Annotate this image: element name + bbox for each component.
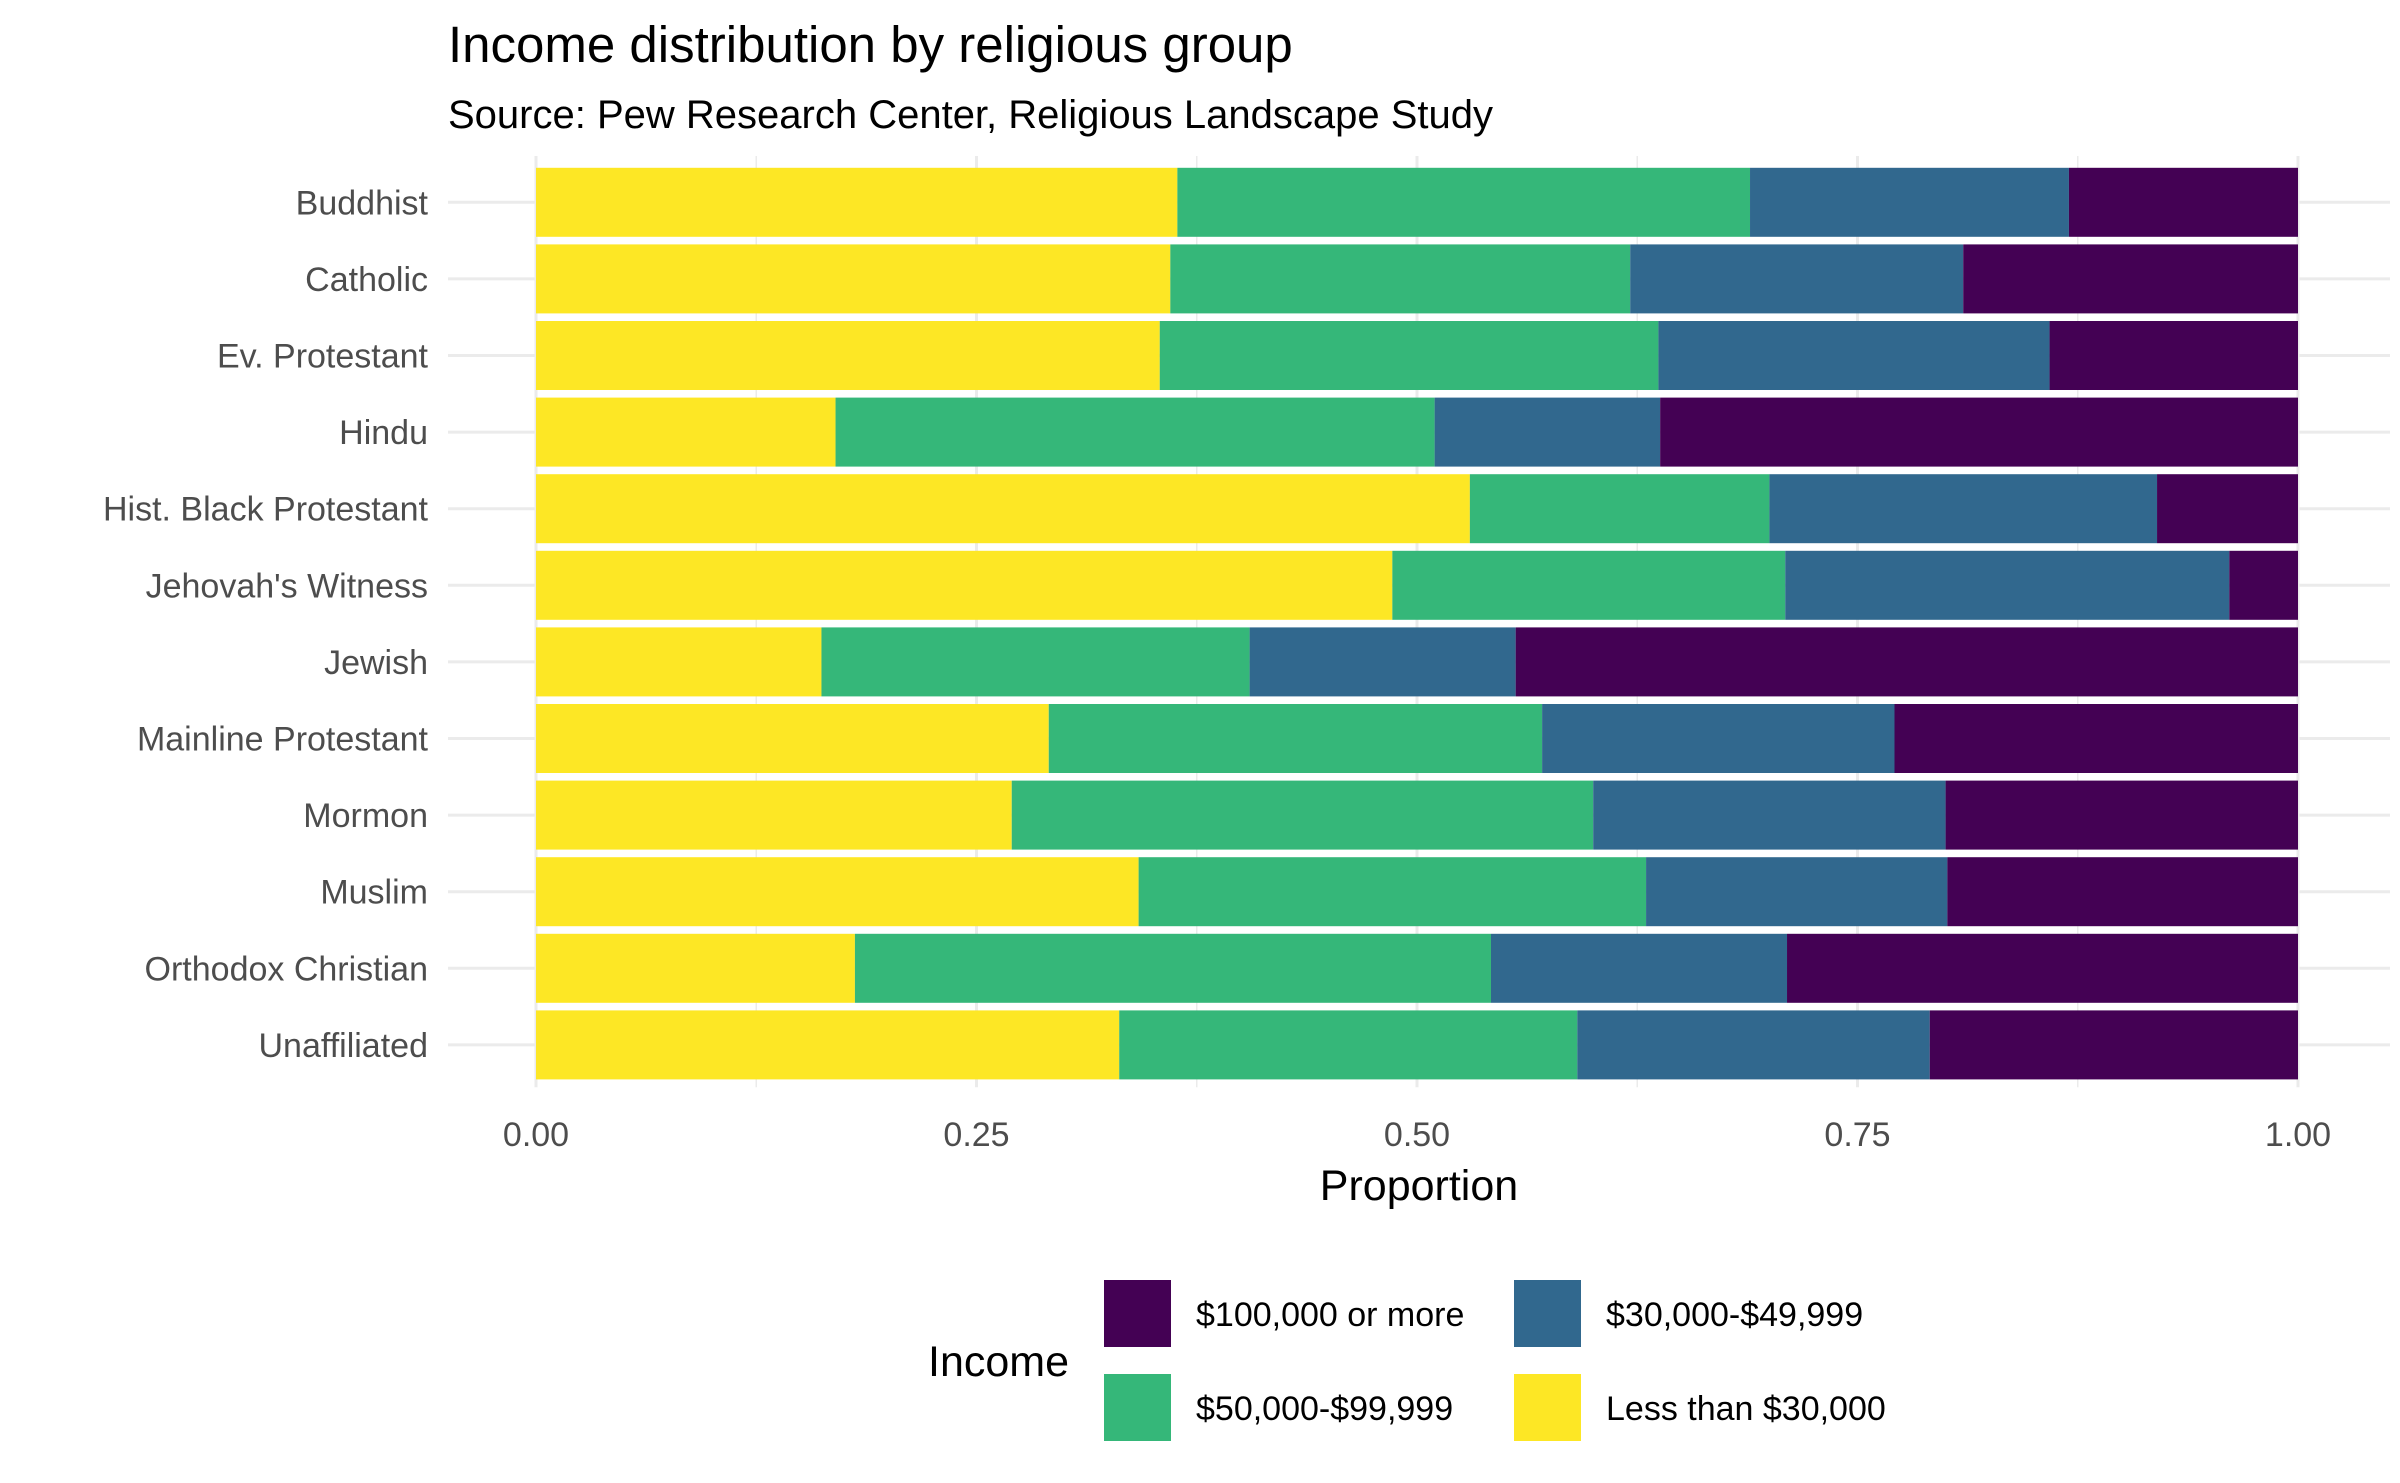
bar-hist-black-protestant-30-000-49-999: [1769, 474, 2158, 544]
legend-item-50-000-99-999: $50,000-$99,999: [1104, 1374, 1453, 1441]
bar-hindu-less-than-30-000: [536, 397, 836, 467]
bar-muslim-50-000-99-999: [1138, 857, 1647, 927]
bar-mormon-less-than-30-000: [536, 780, 1012, 850]
bar-jewish-50-000-99-999: [821, 627, 1250, 697]
y-tick-label: Orthodox Christian: [145, 950, 428, 988]
bar-jehovah-s-witness-30-000-49-999: [1785, 550, 2230, 620]
bar-mainline-protestant-50-000-99-999: [1048, 704, 1543, 773]
x-tick-label: 0.50: [1384, 1116, 1450, 1154]
bar-unaffiliated-50-000-99-999: [1119, 1010, 1578, 1080]
bar-jehovah-s-witness-100-000-or-more: [2229, 550, 2298, 620]
bar-catholic-less-than-30-000: [536, 244, 1171, 314]
y-tick-label: Hindu: [339, 414, 428, 452]
x-tick-label: 0.75: [1824, 1116, 1890, 1154]
bar-orthodox-christian-30-000-49-999: [1491, 933, 1788, 1003]
bar-muslim-100-000-or-more: [1947, 857, 2298, 927]
legend: Income $100,000 or more $30,000-$49,999 $5…: [928, 1280, 1886, 1441]
bar-ev-protestant-100-000-or-more: [2049, 321, 2298, 390]
bar-orthodox-christian-less-than-30-000: [536, 933, 855, 1003]
chart-title: Income distribution by religious group: [448, 16, 1293, 73]
bar-ev-protestant-50-000-99-999: [1159, 321, 1659, 390]
bar-catholic-100-000-or-more: [1963, 244, 2298, 314]
bar-jehovah-s-witness-less-than-30-000: [536, 550, 1393, 620]
x-tick-label: 1.00: [2265, 1116, 2331, 1154]
bar-buddhist-less-than-30-000: [536, 167, 1178, 237]
bar-hindu-30-000-49-999: [1434, 397, 1661, 467]
bar-mainline-protestant-100-000-or-more: [1894, 704, 2298, 773]
legend-swatch: [1104, 1374, 1171, 1441]
bar-hist-black-protestant-100-000-or-more: [2157, 474, 2298, 544]
y-tick-label: Jewish: [324, 644, 428, 682]
legend-item-100-000-or-more: $100,000 or more: [1104, 1280, 1464, 1347]
bar-jehovah-s-witness-50-000-99-999: [1392, 550, 1786, 620]
y-tick-label: Mainline Protestant: [137, 721, 429, 759]
legend-label: Less than $30,000: [1606, 1390, 1886, 1428]
bar-catholic-50-000-99-999: [1170, 244, 1631, 314]
bar-jewish-less-than-30-000: [536, 627, 822, 697]
bar-hist-black-protestant-less-than-30-000: [536, 474, 1470, 544]
y-tick-label: Mormon: [303, 797, 428, 835]
legend-label: $30,000-$49,999: [1606, 1296, 1863, 1334]
legend-swatch: [1104, 1280, 1171, 1347]
bar-mainline-protestant-30-000-49-999: [1542, 704, 1895, 773]
y-tick-label: Ev. Protestant: [217, 338, 429, 376]
bar-jewish-30-000-49-999: [1249, 627, 1516, 697]
bar-buddhist-30-000-49-999: [1750, 167, 2069, 237]
bar-hindu-50-000-99-999: [835, 397, 1435, 467]
y-tick-label: Muslim: [320, 874, 428, 912]
bar-mainline-protestant-less-than-30-000: [536, 704, 1049, 773]
legend-title: Income: [928, 1338, 1069, 1386]
bar-orthodox-christian-50-000-99-999: [854, 933, 1492, 1003]
bar-muslim-less-than-30-000: [536, 857, 1139, 927]
bars: [536, 167, 2298, 1080]
bar-catholic-30-000-49-999: [1630, 244, 1964, 314]
legend-item-30-000-49-999: $30,000-$49,999: [1514, 1280, 1863, 1347]
bar-muslim-30-000-49-999: [1646, 857, 1948, 927]
x-tick-label: 0.00: [503, 1116, 569, 1154]
bar-ev-protestant-less-than-30-000: [536, 321, 1160, 390]
bar-mormon-100-000-or-more: [1945, 780, 2298, 850]
legend-label: $100,000 or more: [1196, 1296, 1464, 1334]
bar-buddhist-50-000-99-999: [1177, 167, 1751, 237]
legend-swatch: [1514, 1280, 1581, 1347]
chart-subtitle: Source: Pew Research Center, Religious L…: [448, 93, 1493, 137]
bar-mormon-30-000-49-999: [1593, 780, 1946, 850]
legend-swatch: [1514, 1374, 1581, 1441]
x-axis-title: Proportion: [1320, 1162, 1518, 1210]
bar-mormon-50-000-99-999: [1011, 780, 1594, 850]
y-tick-label: Buddhist: [296, 184, 429, 222]
bar-unaffiliated-less-than-30-000: [536, 1010, 1120, 1080]
bar-jewish-100-000-or-more: [1515, 627, 2298, 697]
y-axis-tick-labels: Buddhist Catholic Ev. Protestant Hindu Hist.…: [103, 184, 429, 1065]
bar-unaffiliated-100-000-or-more: [1929, 1010, 2298, 1080]
bar-hindu-100-000-or-more: [1660, 397, 2298, 467]
bar-ev-protestant-30-000-49-999: [1658, 321, 2050, 390]
x-axis-tick-labels: 0.00 0.25 0.50 0.75 1.00: [503, 1116, 2331, 1154]
bar-buddhist-100-000-or-more: [2068, 167, 2298, 237]
bar-orthodox-christian-100-000-or-more: [1787, 933, 2298, 1003]
legend-label: $50,000-$99,999: [1196, 1390, 1453, 1428]
legend-item-less-than-30-000: Less than $30,000: [1514, 1374, 1886, 1441]
y-tick-label: Hist. Black Protestant: [103, 491, 429, 529]
y-tick-label: Unaffiliated: [259, 1027, 429, 1065]
y-tick-label: Catholic: [305, 261, 428, 299]
x-tick-label: 0.25: [943, 1116, 1009, 1154]
bar-unaffiliated-30-000-49-999: [1577, 1010, 1930, 1080]
bar-hist-black-protestant-50-000-99-999: [1469, 474, 1770, 544]
y-tick-label: Jehovah's Witness: [146, 567, 428, 605]
